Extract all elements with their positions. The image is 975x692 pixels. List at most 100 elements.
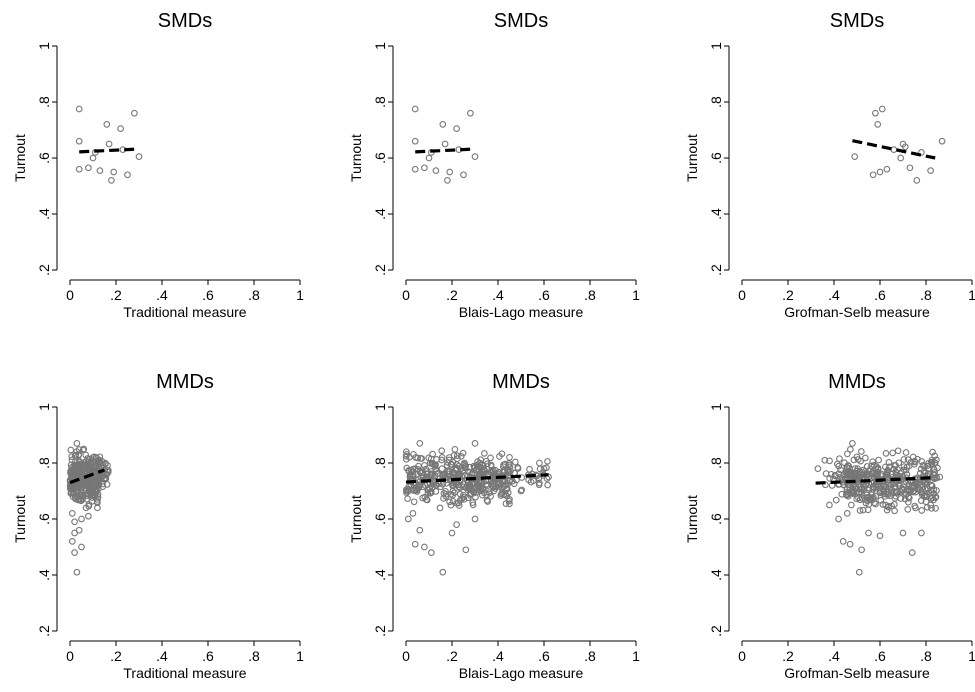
scatter-point bbox=[436, 504, 444, 512]
fit-line bbox=[815, 475, 936, 485]
x-tick-label: .2 bbox=[446, 287, 458, 303]
scatter-point bbox=[938, 137, 946, 145]
scatter-point bbox=[500, 468, 508, 476]
scatter-point bbox=[877, 497, 885, 504]
scatter-point bbox=[503, 486, 510, 493]
scatter-point bbox=[421, 543, 428, 551]
scatter-point bbox=[78, 515, 85, 523]
scatter-point bbox=[456, 484, 464, 492]
scatter-point bbox=[429, 483, 436, 491]
scatter-point bbox=[871, 471, 879, 479]
y-tick-label: .6 bbox=[372, 152, 388, 164]
scatter-point bbox=[872, 109, 879, 117]
scatter-point bbox=[411, 540, 419, 548]
y-tick-label: .6 bbox=[36, 152, 52, 164]
scatter-point bbox=[469, 499, 477, 507]
y-tick-label: .4 bbox=[708, 569, 724, 581]
scatter-point bbox=[88, 460, 96, 468]
scatter-point bbox=[78, 484, 86, 492]
x-tick-label: .4 bbox=[828, 287, 840, 303]
scatter-point bbox=[449, 498, 457, 505]
scatter-point bbox=[865, 529, 872, 537]
scatter-point bbox=[406, 473, 414, 481]
scatter-point bbox=[913, 177, 921, 184]
scatter-point bbox=[471, 484, 479, 491]
scatter-point bbox=[453, 125, 460, 132]
y-tick-label: .2 bbox=[372, 264, 388, 276]
scatter-point bbox=[540, 465, 548, 472]
scatter-point bbox=[514, 465, 522, 472]
scatter-point bbox=[897, 154, 905, 162]
scatter-point bbox=[421, 461, 428, 469]
scatter-point bbox=[471, 440, 479, 447]
scatter-point bbox=[832, 472, 839, 480]
scatter-point bbox=[899, 485, 906, 493]
scatter-point bbox=[927, 501, 934, 509]
scatter-point bbox=[506, 454, 513, 461]
y-tick-label: .4 bbox=[36, 208, 52, 220]
x-axis-label: Grofman-Selb measure bbox=[784, 665, 930, 681]
scatter-point bbox=[427, 489, 435, 497]
scatter-point bbox=[441, 140, 449, 148]
scatter-point bbox=[545, 473, 552, 481]
fit-line bbox=[415, 147, 476, 154]
scatter-point bbox=[94, 496, 101, 503]
x-tick-label: 0 bbox=[402, 287, 410, 303]
scatter-point bbox=[131, 109, 138, 117]
scatter-point bbox=[444, 177, 451, 184]
scatter-point bbox=[886, 492, 894, 500]
x-tick-label: 1 bbox=[632, 287, 640, 303]
scatter-point bbox=[875, 456, 883, 464]
scatter-point bbox=[512, 458, 519, 466]
scatter-point bbox=[69, 472, 77, 480]
scatter-point bbox=[438, 465, 446, 472]
x-tick-label: .4 bbox=[492, 648, 504, 664]
scatter-point bbox=[928, 460, 936, 468]
y-tick-label: .2 bbox=[372, 625, 388, 637]
scatter-point bbox=[870, 493, 877, 501]
scatter-point bbox=[892, 462, 899, 469]
scatter-point bbox=[415, 462, 422, 470]
scatter-point bbox=[66, 482, 74, 490]
scatter-point bbox=[72, 495, 80, 503]
scatter-point bbox=[851, 465, 859, 472]
scatter-point bbox=[439, 121, 447, 128]
scatter-point bbox=[882, 450, 890, 457]
scatter-point bbox=[456, 490, 464, 498]
scatter-point bbox=[868, 479, 876, 487]
scatter-point bbox=[507, 467, 514, 475]
scatter-point bbox=[535, 481, 543, 489]
subplot: SMDs 0 .2 .4 .6 .8 1 .2 .4 .6 .8 1 Blais-Lago measur… bbox=[348, 10, 640, 320]
scatter-point bbox=[462, 546, 470, 554]
scatter-point bbox=[932, 505, 939, 512]
x-tick-label: .6 bbox=[538, 287, 550, 303]
scatter-point bbox=[912, 504, 919, 512]
scatter-point bbox=[821, 456, 829, 464]
scatter-point bbox=[502, 500, 510, 507]
scatter-point bbox=[536, 459, 543, 467]
scatter-point bbox=[438, 447, 446, 455]
scatter-point bbox=[487, 454, 494, 462]
scatter-point bbox=[936, 473, 944, 481]
scatter-point bbox=[411, 137, 419, 145]
scatter-point bbox=[75, 451, 83, 458]
scatter-point bbox=[75, 105, 83, 113]
scatter-point bbox=[869, 171, 877, 179]
y-tick-label: .8 bbox=[708, 96, 724, 108]
scatter-point bbox=[446, 168, 454, 176]
scatter-point bbox=[71, 518, 78, 526]
subplot-title: SMDs bbox=[494, 10, 548, 32]
scatter-point bbox=[474, 458, 482, 465]
scatter-point bbox=[911, 460, 918, 468]
scatter-point bbox=[891, 507, 898, 515]
scatter-point bbox=[75, 526, 83, 534]
y-tick-label: .4 bbox=[708, 208, 724, 220]
x-tick-label: 0 bbox=[738, 287, 746, 303]
scatter-point bbox=[94, 499, 101, 506]
scatter-point bbox=[913, 479, 920, 486]
scatter-point bbox=[899, 529, 907, 537]
scatter-point bbox=[124, 171, 131, 179]
scatter-point bbox=[425, 154, 433, 162]
x-tick-label: .8 bbox=[248, 287, 260, 303]
scatter-point bbox=[417, 455, 424, 462]
